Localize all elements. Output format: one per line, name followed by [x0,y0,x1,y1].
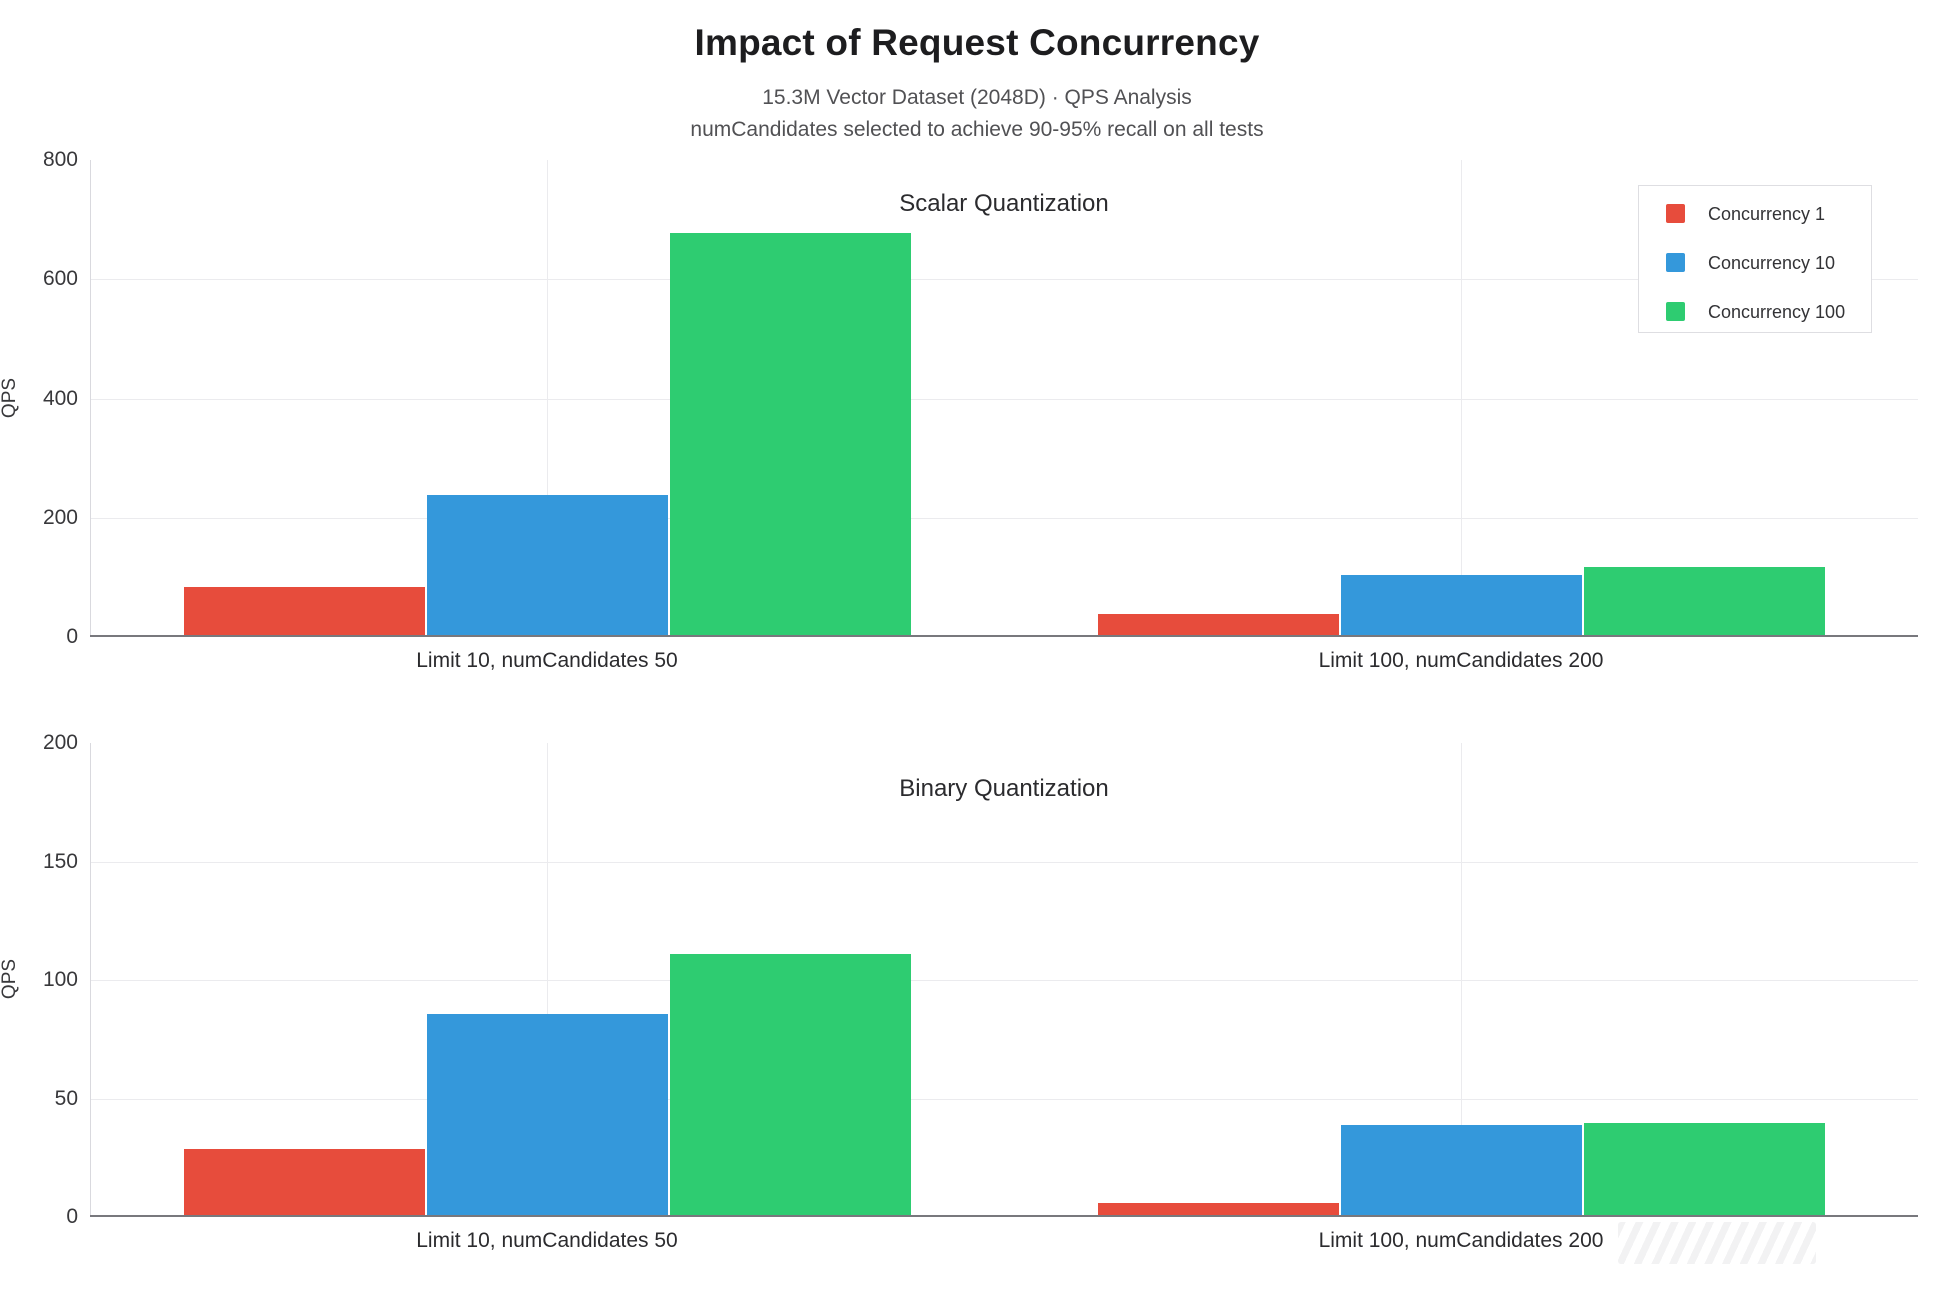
y-axis-tick-label: 600 [42,267,78,290]
legend-item: Concurrency 1 [1639,204,1871,224]
bar-concurrency-1 [184,587,425,635]
subplot-binary-quantization: Binary Quantization 0 50 100 150 200 Limit 10… [0,731,1918,1252]
x-axis-category-label: Limit 10, numCandidates 50 [416,1229,678,1252]
x-axis-line [90,635,1918,637]
legend-box: Concurrency 1 Concurrency 10 Concurrency 1… [1638,185,1872,333]
subplot-scalar-quantization: Scalar Quantization 0 200 400 600 800 Limit 1… [0,148,1918,672]
bar-concurrency-100 [670,954,911,1215]
bar-concurrency-1 [1098,614,1339,635]
legend-item: Concurrency 10 [1639,253,1871,273]
horizontal-gridline [90,1099,1918,1100]
horizontal-gridline [90,980,1918,981]
chart-subtitle-line1: 15.3M Vector Dataset (2048D) · QPS Analy… [762,86,1192,109]
bar-concurrency-10 [427,1014,668,1215]
horizontal-gridline [90,518,1918,519]
bar-concurrency-10 [427,495,668,635]
y-axis-tick-label: 0 [66,625,78,648]
legend-label: Concurrency 10 [1708,253,1836,273]
bar-concurrency-10 [1341,1125,1582,1215]
x-axis-line [90,1215,1918,1217]
y-axis-line [90,160,91,637]
horizontal-gridline [90,399,1918,400]
y-axis-tick-label: 100 [42,968,78,991]
bar-concurrency-100 [1584,1123,1825,1215]
y-axis-tick-label: 150 [42,850,78,873]
y-axis-label: QPS [0,377,20,419]
x-axis-category-label: Limit 100, numCandidates 200 [1318,649,1604,672]
y-axis-tick-label: 800 [42,148,78,171]
x-axis-category-label: Limit 100, numCandidates 200 [1318,1229,1604,1252]
subplot-title-scalar: Scalar Quantization [899,190,1109,217]
legend-swatch-icon [1666,302,1685,321]
legend-swatch-icon [1666,253,1685,272]
bar-concurrency-1 [184,1149,425,1215]
y-axis-tick-label: 400 [42,387,78,410]
y-axis-line [90,743,91,1217]
legend-item: Concurrency 100 [1639,302,1871,322]
chart-title: Impact of Request Concurrency [694,22,1260,63]
chart-subtitle-line2: numCandidates selected to achieve 90-95%… [690,118,1264,141]
x-axis-category-label: Limit 10, numCandidates 50 [416,649,678,672]
bar-concurrency-100 [1584,567,1825,635]
vertical-gridline [547,160,548,637]
bar-concurrency-10 [1341,575,1582,635]
horizontal-gridline [90,279,1918,280]
y-axis-tick-label: 200 [42,731,78,754]
horizontal-gridline [90,862,1918,863]
legend-swatch-icon [1666,204,1685,223]
legend-label: Concurrency 100 [1708,302,1846,322]
legend-label: Concurrency 1 [1708,204,1826,224]
faint-watermark [1618,1222,1816,1264]
subplot-title-binary: Binary Quantization [899,775,1109,802]
bar-concurrency-1 [1098,1203,1339,1215]
vertical-gridline [1461,160,1462,637]
y-axis-tick-label: 50 [54,1087,78,1110]
y-axis-tick-label: 0 [66,1205,78,1228]
y-axis-label: QPS [0,958,20,1000]
y-axis-tick-label: 200 [42,506,78,529]
bar-concurrency-100 [670,233,911,635]
